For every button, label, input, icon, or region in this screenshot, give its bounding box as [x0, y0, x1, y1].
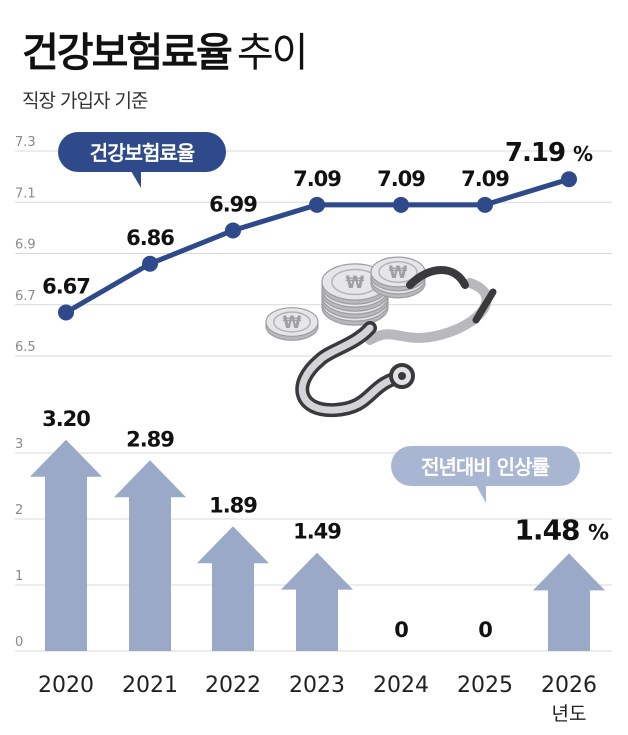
- x-tick-label: 2024: [373, 673, 429, 698]
- line-point-2022: [225, 222, 241, 239]
- premium-rate-line: [58, 171, 577, 321]
- x-tick-label: 2020: [38, 673, 94, 698]
- bar-arrow-2023: [281, 552, 353, 651]
- rate-increase-arrows: [30, 439, 605, 651]
- title-main: 건강보험료율: [22, 30, 233, 76]
- line-value-unit: %: [573, 142, 593, 166]
- line-point-2026: [561, 171, 577, 188]
- line-legend-label: 건강보험료율: [90, 141, 195, 165]
- x-axis-label: 년도: [552, 703, 587, 725]
- line-point-2025: [477, 196, 493, 213]
- x-tick-label: 2021: [122, 673, 178, 698]
- bar-value-label: 2.89: [126, 427, 174, 451]
- bar-arrow-2026: [533, 553, 605, 651]
- bar-ytick-label: 0: [15, 635, 23, 650]
- line-value-label: 6.86: [126, 226, 174, 250]
- won-coin-symbol: ₩: [346, 273, 365, 293]
- line-legend-badge-pointer: [131, 171, 141, 188]
- bar-legend-badge-pointer: [476, 485, 486, 503]
- bar-arrow-2021: [114, 460, 186, 651]
- line-ytick-label: 6.9: [15, 238, 36, 253]
- bar-legend-badge: [391, 446, 580, 486]
- bar-value-label: 0: [478, 618, 492, 642]
- line-point-2020: [58, 304, 74, 321]
- bar-value-label: 1.48: [514, 513, 579, 546]
- bar-ytick-label: 3: [15, 437, 23, 452]
- x-tick-label: 2023: [289, 673, 345, 698]
- line-value-label: 6.99: [209, 192, 257, 216]
- won-coin-symbol: ₩: [389, 263, 408, 283]
- bar-value-label: 3.20: [42, 407, 90, 431]
- bar-arrow-2022: [197, 526, 269, 651]
- line-ytick-label: 7.3: [15, 135, 36, 150]
- line-legend-badge: [58, 132, 226, 172]
- line-ytick-label: 6.7: [15, 289, 36, 304]
- bar-ytick-label: 2: [15, 503, 23, 518]
- labels-layer: 6.56.76.97.17.36.676.866.997.09 7.09 7.097…: [15, 132, 609, 725]
- line-point-2021: [142, 255, 158, 272]
- bar-value-label: 0: [394, 618, 408, 642]
- bar-value-label: 1.49: [293, 520, 341, 544]
- won-coin-symbol: ₩: [283, 313, 302, 333]
- line-point-2024: [393, 196, 409, 213]
- line-ytick-label: 7.1: [15, 186, 36, 201]
- bar-arrow-2020: [30, 439, 102, 651]
- bar-ytick-label: 1: [15, 569, 23, 584]
- x-tick-label: 2026: [541, 673, 597, 698]
- line-value-label: 7.09: [293, 167, 341, 191]
- title-light: 추이: [236, 30, 309, 76]
- line-value-label: 7.09: [461, 167, 509, 191]
- bar-value-unit: %: [588, 520, 609, 544]
- stethoscope-with-won-coins-icon: ₩ ₩ ₩: [265, 256, 497, 418]
- line-value-label: 6.67: [42, 274, 90, 298]
- x-tick-label: 2025: [457, 673, 513, 698]
- line-point-2023: [309, 196, 325, 213]
- page-subtitle: 직장 가입자 기준: [22, 90, 148, 112]
- page-title: 건강보험료율 추이: [22, 20, 309, 78]
- bar-legend-label: 전년대비 인상률: [421, 455, 549, 479]
- x-tick-label: 2022: [205, 673, 261, 698]
- bar-value-label: 1.89: [209, 493, 257, 517]
- line-ytick-label: 6.5: [15, 340, 36, 355]
- line-value-label: 7.09: [377, 167, 425, 191]
- line-value-label: 7.19: [505, 138, 565, 168]
